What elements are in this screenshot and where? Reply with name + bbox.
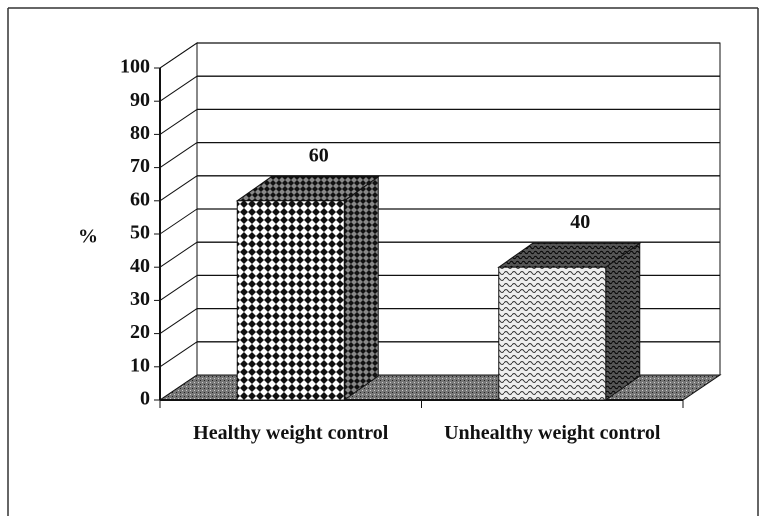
grid-line <box>159 274 198 301</box>
value-label: 60 <box>309 144 329 166</box>
y-tick-label: 20 <box>130 321 150 343</box>
bar-side <box>343 175 379 401</box>
grid-line <box>159 308 198 335</box>
y-tick-label: 10 <box>130 354 150 376</box>
grid-line <box>159 108 198 135</box>
bar <box>498 266 607 401</box>
frame <box>7 7 759 516</box>
y-tick-label: 40 <box>130 255 150 277</box>
grid-line <box>159 175 198 202</box>
grid-line <box>159 75 198 102</box>
grid-line <box>159 42 198 69</box>
grid-line <box>159 208 198 235</box>
y-tick-label: 50 <box>130 222 150 244</box>
x-tick-label: Unhealthy weight control <box>444 422 661 444</box>
y-tick-label: 70 <box>130 155 150 177</box>
grid-line <box>159 241 198 268</box>
x-tick-label: Healthy weight control <box>193 422 389 444</box>
y-tick-label: 60 <box>130 188 150 210</box>
grid-line <box>159 341 198 368</box>
y-tick-label: 30 <box>130 288 150 310</box>
grid-line <box>159 142 198 169</box>
y-tick-label: 90 <box>130 89 150 111</box>
y-axis-label: % <box>78 226 98 248</box>
bar <box>236 200 345 401</box>
y-tick-label: 0 <box>140 388 150 410</box>
value-label: 40 <box>570 211 590 233</box>
y-tick-label: 80 <box>130 122 150 144</box>
y-tick-label: 100 <box>120 56 150 78</box>
bar-side <box>605 242 641 401</box>
